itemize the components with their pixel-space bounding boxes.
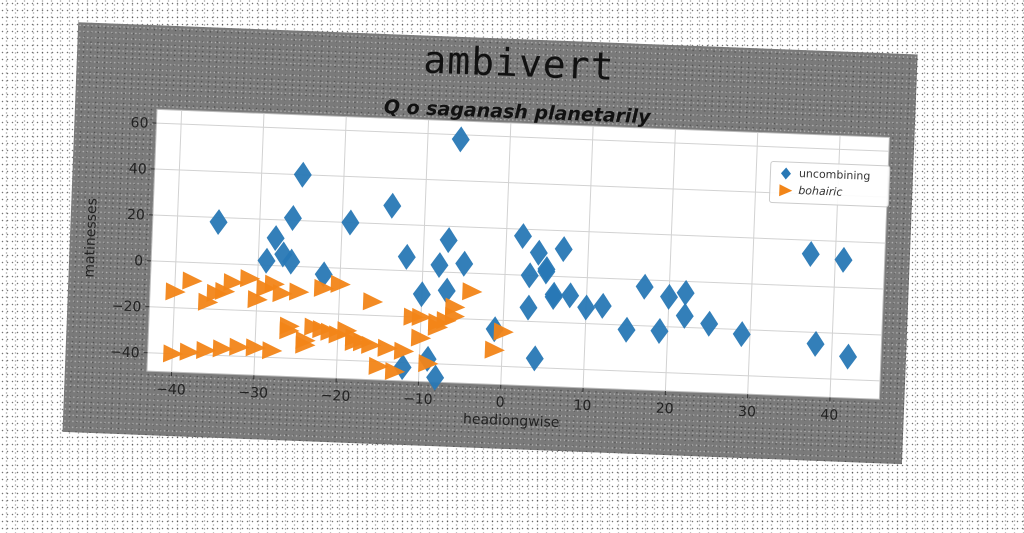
y-tick-label: −20: [112, 298, 142, 315]
x-tick-label: 30: [738, 404, 756, 421]
y-tick-label: 40: [129, 161, 147, 178]
y-tick-label: 20: [127, 207, 145, 224]
x-tick-label: −20: [320, 388, 350, 405]
y-tick-label: 60: [130, 115, 148, 132]
x-tick-label: −40: [156, 381, 186, 398]
x-tick-label: −30: [238, 385, 268, 402]
legend-triangle-icon: [776, 183, 795, 198]
x-tick-label: 40: [820, 407, 838, 424]
x-axis-label: headiongwise: [463, 411, 560, 431]
legend-label-uncombining: uncombining: [799, 166, 871, 185]
legend-label-bohairic: bohairic: [798, 183, 843, 201]
x-tick-label: 0: [495, 395, 505, 411]
legend-entry-bohairic: bohairic: [776, 182, 843, 201]
legend-diamond-icon: [777, 166, 796, 181]
legend: uncombining bohairic: [769, 161, 891, 208]
y-tick-label: −40: [110, 344, 140, 361]
x-tick-label: −10: [403, 391, 433, 408]
x-tick-label: 20: [655, 401, 673, 418]
x-tick-label: 10: [573, 398, 591, 415]
y-axis-label: matinesses: [81, 198, 100, 278]
y-tick-label: 0: [134, 253, 144, 269]
